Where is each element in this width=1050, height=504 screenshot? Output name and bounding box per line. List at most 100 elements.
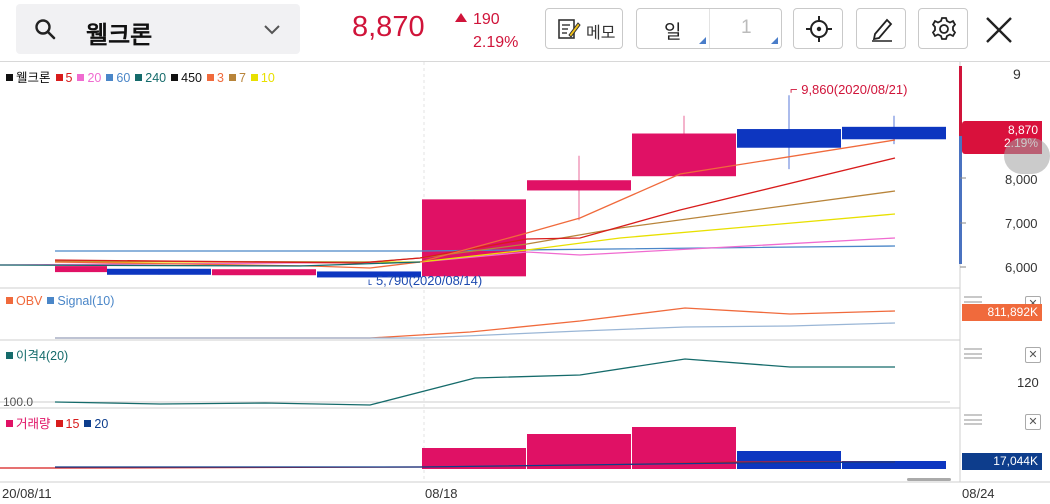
- drawing-tool-button[interactable]: [856, 8, 906, 49]
- price-axis-down-band: [959, 136, 962, 264]
- settings-button[interactable]: [918, 8, 968, 49]
- search-icon: [35, 19, 56, 40]
- ma3-line: [54, 139, 896, 269]
- main-legend-item[interactable]: 3: [207, 71, 224, 85]
- ma240-line: [0, 261, 421, 267]
- memo-button[interactable]: 메모: [545, 8, 623, 49]
- legend-label: 7: [238, 71, 246, 85]
- scroll-handle[interactable]: [1004, 138, 1050, 174]
- volume-legend: 거래량 15 20: [6, 413, 113, 432]
- candle-body: [527, 180, 631, 191]
- main-legend-item[interactable]: 10: [250, 71, 275, 85]
- high-annotation-text: 9,860(2020/08/21): [801, 82, 908, 97]
- legend-label: Signal(10): [57, 294, 115, 308]
- close-icon[interactable]: [984, 15, 1014, 45]
- crosshair-button[interactable]: [793, 8, 843, 49]
- low-annotation-text: 5,790(2020/08/14): [375, 273, 483, 288]
- volume-legend-item[interactable]: 15: [55, 417, 80, 431]
- volume-legend-item[interactable]: 20: [84, 417, 108, 431]
- crosshair-icon: [806, 16, 832, 42]
- legend-swatch: [6, 297, 13, 304]
- memo-label: 메모: [586, 25, 616, 42]
- volume-menu-icon[interactable]: [964, 414, 982, 425]
- disparity-baseline-label: 100.0: [3, 395, 34, 409]
- obv-line: [55, 307, 896, 339]
- legend-swatch: [250, 74, 258, 81]
- obv-legend-item[interactable]: Signal(10): [47, 294, 114, 308]
- disparity-line: [54, 358, 895, 406]
- low-marker-icon: ˪: [368, 273, 376, 288]
- candle-body: [737, 129, 841, 148]
- dropdown-corner-icon: [699, 37, 706, 44]
- legend-swatch: [228, 74, 236, 81]
- disparity-menu-icon[interactable]: [964, 348, 982, 359]
- legend-label: 5: [65, 71, 73, 85]
- change-percent: 2.19%: [473, 34, 519, 51]
- ma5-line: [54, 157, 896, 264]
- disparity-close-button[interactable]: ✕: [1025, 347, 1041, 363]
- legend-swatch: [207, 74, 214, 81]
- legend-swatch: [6, 352, 13, 359]
- dropdown-corner-icon: [771, 37, 778, 44]
- price-chart[interactable]: [0, 62, 1050, 504]
- x-axis-label: 20/08/11: [2, 486, 52, 501]
- candle-body: [212, 269, 316, 276]
- legend-swatch: [135, 74, 143, 81]
- candle-body: [632, 133, 736, 177]
- main-legend-item[interactable]: 5: [55, 71, 73, 85]
- price-tag-value: 8,870: [1007, 123, 1038, 137]
- main-legend-item[interactable]: 240: [135, 71, 166, 85]
- x-axis-label: 08/24: [962, 486, 995, 501]
- legend-label: 10: [260, 71, 275, 85]
- main-legend-item[interactable]: 웰크론: [6, 71, 51, 85]
- period-unit-label: 일: [664, 22, 682, 43]
- candle-body: [317, 271, 421, 278]
- volume-legend-item[interactable]: 거래량: [6, 417, 51, 431]
- obv-legend-item[interactable]: OBV: [6, 294, 42, 308]
- memo-icon: [558, 19, 581, 39]
- chevron-down-icon[interactable]: [262, 22, 282, 36]
- volume-ma20-line: [55, 461, 896, 468]
- obv-signal-line: [55, 322, 896, 339]
- gear-icon: [931, 17, 957, 40]
- main-legend-item[interactable]: 60: [106, 71, 130, 85]
- obv-legend: OBV Signal(10): [6, 294, 119, 308]
- legend-label: OBV: [16, 294, 43, 308]
- legend-label: 450: [181, 71, 202, 85]
- volume-bar: [737, 451, 841, 469]
- main-legend-item[interactable]: 20: [77, 71, 101, 85]
- legend-swatch: [55, 74, 63, 81]
- price-axis-up-band: [959, 66, 962, 136]
- stock-name: 웰크론: [86, 22, 153, 49]
- obv-value-tag: 811,892K: [962, 304, 1042, 321]
- ma7-line: [54, 190, 896, 263]
- legend-label: 240: [145, 71, 167, 85]
- high-marker-icon: ⌐: [790, 82, 802, 97]
- price-axis-tick: 7,000: [1005, 216, 1038, 231]
- main-legend-item[interactable]: 450: [171, 71, 202, 85]
- current-price: 8,870: [352, 11, 425, 43]
- x-axis-label: 08/18: [425, 486, 458, 501]
- stock-search-box[interactable]: 웰크론: [16, 4, 300, 54]
- candle-body: [842, 126, 946, 140]
- main-legend-item[interactable]: 7: [228, 71, 246, 85]
- legend-label: 15: [65, 417, 80, 431]
- disparity-legend-item[interactable]: 이격4(20): [6, 349, 68, 363]
- candle-body: [107, 268, 211, 275]
- volume-bar: [527, 434, 631, 469]
- legend-label: 3: [217, 71, 224, 85]
- legend-swatch: [106, 74, 114, 81]
- price-change: 190 2.19%: [455, 8, 518, 54]
- legend-swatch: [47, 297, 55, 304]
- volume-bar: [422, 448, 526, 469]
- price-axis-top: 9: [1013, 66, 1021, 82]
- period-selector[interactable]: 일 1: [636, 8, 782, 49]
- period-unit[interactable]: 일: [637, 9, 710, 48]
- disparity-legend: 이격4(20): [6, 345, 73, 364]
- volume-close-button[interactable]: ✕: [1025, 414, 1041, 430]
- legend-swatch: [84, 420, 92, 427]
- horizontal-scrollbar[interactable]: [907, 478, 951, 481]
- high-annotation: ⌐ 9,860(2020/08/21): [790, 82, 907, 97]
- pencil-icon: [872, 18, 893, 42]
- legend-swatch: [55, 420, 63, 427]
